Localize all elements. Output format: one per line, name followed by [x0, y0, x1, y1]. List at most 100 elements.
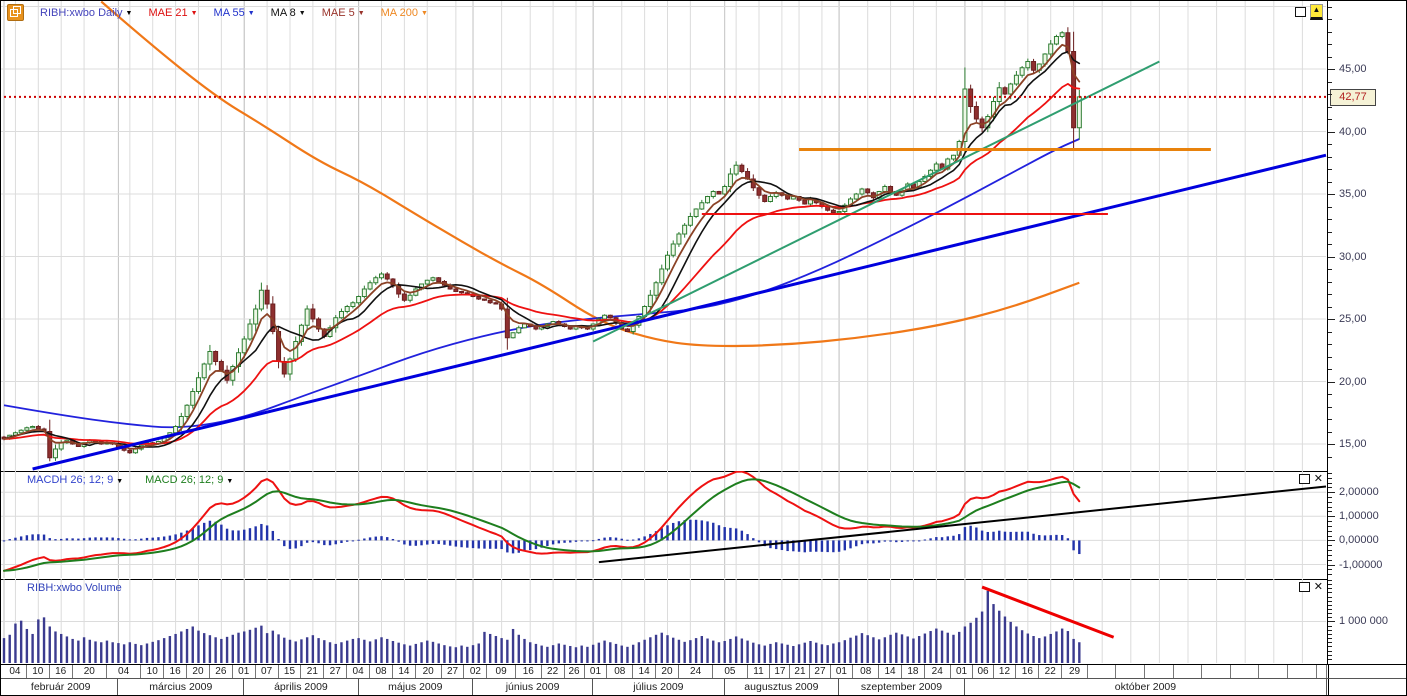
axis-tick	[1328, 281, 1332, 283]
axis-tick	[1328, 56, 1332, 58]
indicator-selector-ma-200[interactable]: MA 200 ▼	[381, 7, 428, 19]
day-tick-cell: 16	[1016, 665, 1040, 678]
volume-title: RIBH:xwbo Volume	[27, 582, 122, 594]
axis-tick	[1328, 492, 1335, 494]
maximize-panel-icon[interactable]	[1298, 474, 1310, 484]
maximize-panel-icon[interactable]	[1295, 7, 1306, 17]
macd-plot[interactable]	[1, 471, 1327, 578]
macd-selector[interactable]: MACD 26; 12; 9 ▼	[145, 474, 233, 486]
symbol-timeframe-selector[interactable]: RIBH:xwbo Daily ▼	[40, 7, 132, 19]
axis-tick	[1328, 487, 1332, 489]
axis-tick	[1328, 31, 1332, 33]
day-tick-cell: 16	[164, 665, 188, 678]
axis-tick	[1328, 629, 1332, 631]
close-panel-icon[interactable]: ✕	[1313, 581, 1323, 593]
axis-tick	[1328, 501, 1332, 503]
price-chart-plot[interactable]	[1, 1, 1327, 471]
grid-horizontal	[1, 6, 1326, 445]
day-tick-cell	[1088, 665, 1117, 678]
day-tick-cell: 10	[141, 665, 165, 678]
day-tick-cell	[1288, 665, 1317, 678]
day-tick-cell: 10	[27, 665, 50, 678]
pin-panel-icon[interactable]: ▲	[1310, 4, 1323, 20]
axis-tick	[1328, 482, 1332, 484]
price-axis-column[interactable]: 42,77 45,00 40,00 35,00 30,00 25,00 20,00 15,0…	[1328, 1, 1406, 664]
macdh-label: MACDH 26; 12; 9	[27, 474, 114, 486]
axis-tick	[1328, 646, 1332, 648]
macdh-selector[interactable]: MACDH 26; 12; 9 ▼	[27, 474, 123, 486]
grid-vertical	[3, 471, 1303, 578]
macd-tick-label: 2,00000	[1339, 486, 1379, 499]
symbol-label: RIBH:xwbo Daily	[40, 6, 123, 19]
day-tick-cell: 20	[416, 665, 442, 678]
indicator-label: MAE 21	[148, 6, 188, 19]
macd-line	[3, 471, 1081, 572]
day-tick-cell: 22	[542, 665, 565, 678]
day-tick-cell: 21	[301, 665, 325, 678]
axis-tick	[1328, 569, 1332, 571]
axis-tick	[1328, 530, 1332, 532]
main-support-trendline	[32, 153, 1327, 471]
day-tick-cell: 20	[656, 665, 679, 678]
chevron-down-icon: ▼	[420, 10, 428, 17]
date-axis-days[interactable]: 04 10 16 20 04 10 16 20 26 01 07 15 21 27 04 08 14 20 27 02…	[1, 664, 1406, 679]
close-panel-icon[interactable]: ✕	[1313, 473, 1323, 485]
day-tick-cell: 05	[713, 665, 748, 678]
chart-windows-icon[interactable]	[7, 4, 24, 21]
month-label-cell: június 2009	[473, 679, 594, 695]
axis-tick	[1328, 600, 1332, 602]
axis-tick	[1328, 506, 1332, 508]
main-price-panel: RIBH:xwbo Daily ▼ MAE 21 ▼ MA 55 ▼ MA 8 ▼ MAE …	[1, 1, 1328, 472]
day-tick-cell: 14	[879, 665, 902, 678]
indicator-selector-ma-8[interactable]: MA 8 ▼	[271, 7, 306, 19]
month-label-cell: február 2009	[4, 679, 119, 695]
month-label-cell: július 2009	[593, 679, 725, 695]
day-tick-cell: 09	[487, 665, 516, 678]
volume-trendline	[981, 585, 1115, 639]
axis-tick	[1328, 44, 1332, 45]
indicator-selector-mae-5[interactable]: MAE 5 ▼	[322, 7, 365, 19]
last-price-badge: 42,77	[1330, 88, 1376, 106]
month-label-cell: április 2009	[244, 679, 359, 695]
volume-header: RIBH:xwbo Volume	[7, 582, 122, 594]
day-tick-cell: 01	[233, 665, 256, 678]
axis-tick	[1328, 525, 1332, 527]
day-tick-cell	[1202, 665, 1231, 678]
price-tick-label: 45,00	[1339, 63, 1367, 75]
volume-tick-label: 1 000 000	[1339, 615, 1388, 628]
volume-plot[interactable]	[1, 579, 1327, 663]
day-tick-cell: 04	[347, 665, 371, 678]
axis-tick	[1328, 604, 1332, 606]
day-tick-cell: 01	[831, 665, 854, 678]
axis-tick	[1328, 588, 1332, 590]
axis-tick	[1328, 369, 1332, 370]
day-tick-cell: 22	[1039, 665, 1063, 678]
chevron-down-icon: ▼	[116, 477, 124, 485]
axis-tick	[1328, 650, 1332, 652]
day-tick-cell: 18	[902, 665, 925, 678]
volume-panel-buttons: ✕	[1298, 581, 1323, 593]
day-tick-cell: 24	[679, 665, 714, 678]
axis-tick	[1328, 81, 1332, 83]
grid-vertical	[3, 1, 1303, 471]
indicator-selector-mae-21[interactable]: MAE 21 ▼	[148, 7, 197, 19]
axis-tick	[1328, 256, 1335, 258]
price-tick-label: 35,00	[1339, 188, 1367, 200]
axis-tick	[1328, 658, 1332, 660]
axis-tick	[1328, 344, 1332, 345]
axis-tick	[1328, 564, 1335, 566]
axis-tick	[1328, 609, 1332, 611]
axis-tick	[1328, 638, 1332, 640]
axis-tick	[1328, 472, 1332, 474]
axis-tick	[1328, 545, 1332, 547]
axis-tick	[1328, 579, 1332, 581]
maximize-panel-icon[interactable]	[1298, 582, 1310, 592]
day-tick-cell: 07	[256, 665, 279, 678]
main-panel-buttons: ▲	[1295, 4, 1323, 20]
axis-tick	[1328, 574, 1332, 576]
indicator-selector-ma-55[interactable]: MA 55 ▼	[214, 7, 255, 19]
macd-trendline	[598, 485, 1327, 564]
date-axis-months[interactable]: február 2009 március 2009 április 2009 máju…	[1, 679, 1406, 695]
ma200-line	[100, 1, 1080, 348]
axis-tick	[1328, 94, 1332, 95]
